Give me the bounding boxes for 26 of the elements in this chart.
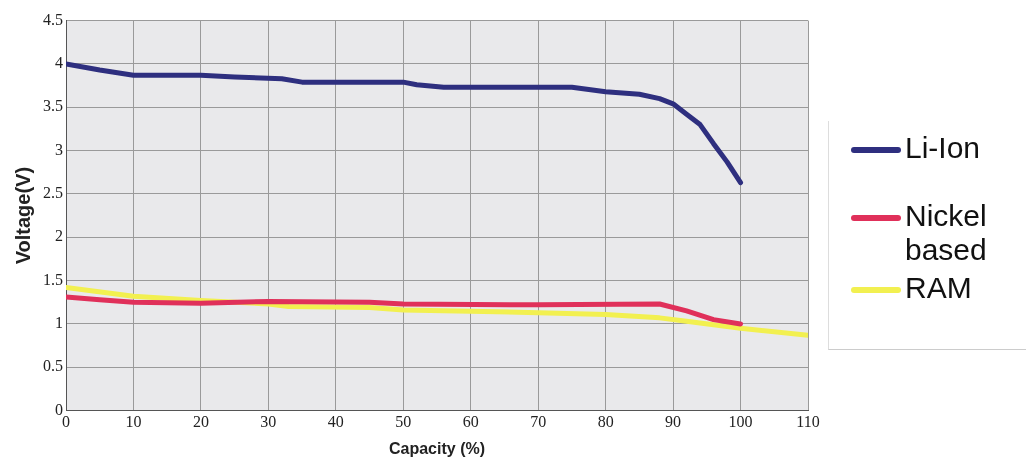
y-tick-label: 0	[55, 400, 63, 418]
x-tick-label: 80	[597, 413, 614, 431]
x-tick-label: 90	[665, 413, 682, 431]
y-tick-label: 3.5	[43, 97, 63, 115]
legend-label: Nickel based	[905, 199, 988, 267]
x-axis-title: Capacity (%)	[388, 439, 486, 457]
legend-label: Li-Ion	[905, 131, 982, 165]
x-tick-label: 110	[796, 413, 820, 431]
x-tick-label: 20	[192, 413, 209, 431]
y-axis-title: Voltage(V)	[11, 166, 34, 265]
x-tick-label: 50	[395, 413, 412, 431]
x-tick-label: 10	[125, 413, 142, 431]
x-tick-label: 40	[327, 413, 344, 431]
y-tick-label: 0.5	[43, 357, 63, 375]
x-tick-label: 100	[728, 413, 753, 431]
x-tick-label: 30	[260, 413, 277, 431]
y-tick-label: 1.5	[43, 270, 63, 288]
legend-label: RAM	[905, 271, 973, 305]
y-tick-label: 2	[55, 227, 63, 245]
y-tick-label: 4	[55, 54, 63, 72]
y-tick-label: 1	[55, 314, 63, 332]
y-tick-label: 4.5	[43, 10, 63, 28]
x-tick-label: 60	[462, 413, 479, 431]
y-tick-label: 3	[55, 140, 63, 158]
y-tick-label: 2.5	[43, 184, 63, 202]
x-tick-label: 70	[530, 413, 547, 431]
